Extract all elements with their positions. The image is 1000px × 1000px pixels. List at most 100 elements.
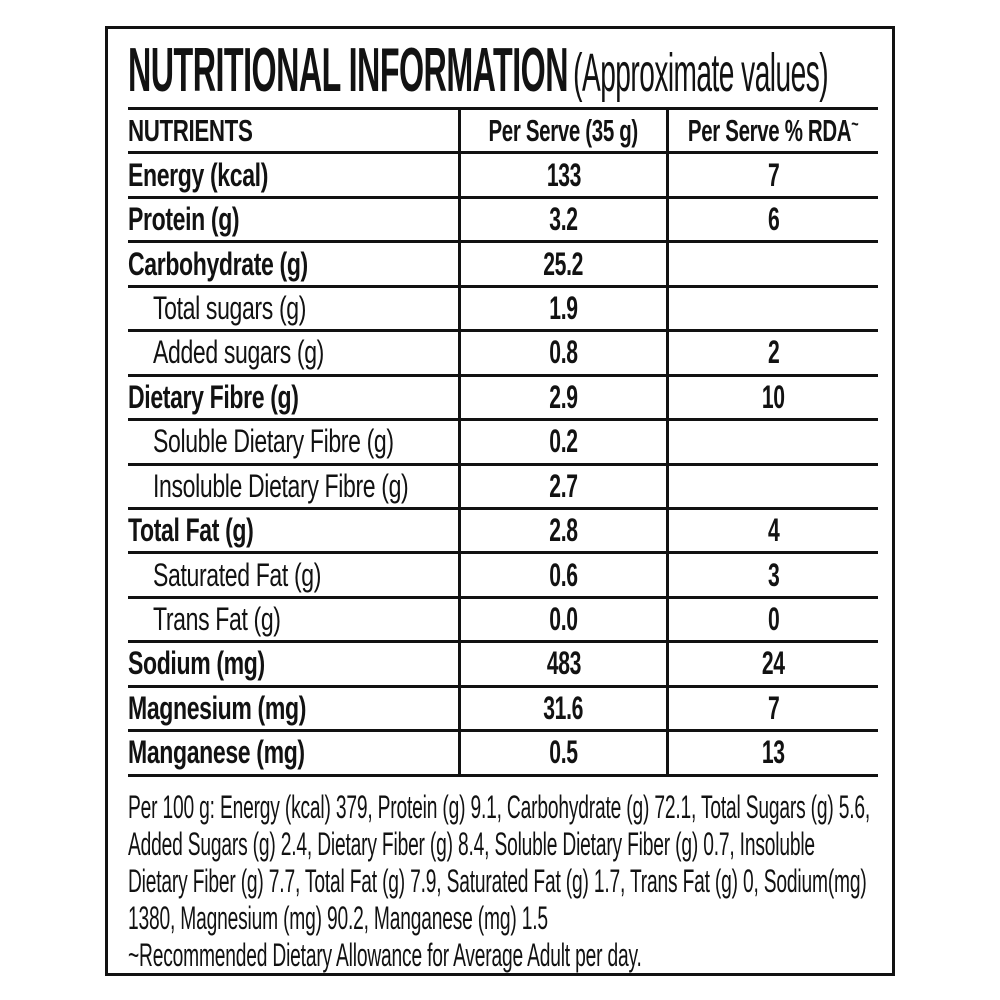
per-serve-value: 2.7 [458, 465, 666, 507]
per-serve-value: 0.6 [458, 554, 666, 596]
nutrition-table: NUTRIENTS Per Serve (35 g) Per Serve % R… [128, 107, 878, 777]
nutrient-name: Dietary Fibre (g) [128, 377, 458, 418]
per-serve-value-text: 483 [546, 645, 581, 682]
nutrient-label-text: Soluble Dietary Fibre (g) [153, 423, 394, 460]
rda-value-text: 4 [767, 512, 780, 549]
table-row-added-sugars: Added sugars (g) 0.8 2 [128, 332, 878, 377]
header-rda-tilde: ~ [851, 114, 859, 136]
rda-value-text: 3 [767, 556, 780, 593]
nutrient-label-text: Saturated Fat (g) [153, 556, 322, 593]
panel-title: NUTRITIONAL INFORMATION(Approximate valu… [128, 39, 878, 104]
nutrient-label-text: Total Fat (g) [128, 512, 254, 549]
table-row-dietary-fibre: Dietary Fibre (g) 2.9 10 [128, 376, 878, 422]
per-serve-value: 3.2 [458, 198, 666, 241]
rda-value: 2 [666, 332, 878, 374]
header-rda: Per Serve % RDA~ [666, 110, 878, 152]
table-row-trans-fat: Trans Fat (g) 0.0 0 [128, 598, 878, 644]
nutrition-panel: NUTRITIONAL INFORMATION(Approximate valu… [105, 26, 895, 976]
per-serve-value-text: 31.6 [543, 689, 584, 726]
per-serve-value-text: 0.5 [549, 734, 578, 771]
nutrient-label-text: Protein (g) [128, 201, 240, 238]
table-row-energy: Energy (kcal) 133 7 [128, 154, 878, 199]
rda-value: 24 [666, 643, 878, 685]
rda-value-text: 2 [767, 334, 780, 371]
nutrient-label-text: Manganese (mg) [128, 734, 305, 771]
nutrient-name: Carbohydrate (g) [128, 243, 458, 284]
header-per-serve-text: Per Serve (35 g) [488, 112, 639, 148]
rda-value-text: 24 [762, 645, 785, 682]
nutrient-name: Manganese (mg) [128, 732, 458, 773]
nutrient-name: Added sugars (g) [128, 332, 458, 373]
header-rda-text: Per Serve % RDA~ [688, 112, 859, 149]
nutrient-label-text: Energy (kcal) [128, 156, 269, 193]
panel-title-line: NUTRITIONAL INFORMATION(Approximate valu… [128, 36, 829, 119]
title-sub: (Approximate values) [573, 43, 829, 103]
per-serve-value: 0.8 [458, 332, 666, 374]
per-100g-note: Per 100 g: Energy (kcal) 379, Protein (g… [128, 789, 871, 936]
rda-value-text: 7 [767, 689, 780, 726]
rda-value: 3 [666, 554, 878, 596]
nutrient-label-text: Sodium (mg) [128, 645, 265, 682]
per-serve-value-text: 0.6 [549, 556, 578, 593]
per-serve-value: 0.0 [458, 598, 666, 641]
nutrient-name: Total Fat (g) [128, 510, 458, 551]
rda-value [666, 287, 878, 330]
title-main: NUTRITIONAL INFORMATION [128, 36, 568, 105]
table-header-row: NUTRIENTS Per Serve (35 g) Per Serve % R… [128, 110, 878, 155]
per-serve-value-text: 2.8 [549, 512, 578, 549]
rda-value: 7 [666, 687, 878, 730]
per-serve-value-text: 0.2 [549, 423, 578, 460]
per-serve-value-text: 2.7 [549, 467, 578, 504]
nutrient-name: Sodium (mg) [128, 643, 458, 684]
nutrient-label-text: Trans Fat (g) [153, 601, 281, 638]
rda-value-text: 13 [762, 734, 785, 771]
per-serve-value-text: 1.9 [549, 289, 578, 326]
table-row-total-fat: Total Fat (g) 2.8 4 [128, 509, 878, 555]
nutrient-name: Energy (kcal) [128, 154, 458, 195]
nutrient-name: Insoluble Dietary Fibre (g) [128, 466, 458, 507]
per-serve-value: 2.9 [458, 376, 666, 419]
rda-value [666, 243, 878, 285]
table-row-sodium: Sodium (mg) 483 24 [128, 643, 878, 688]
header-nutrients: NUTRIENTS [128, 110, 458, 151]
nutrient-label-text: Carbohydrate (g) [128, 245, 308, 282]
table-row-total-sugars: Total sugars (g) 1.9 [128, 287, 878, 333]
rda-value-text: 6 [767, 201, 780, 238]
per-serve-value: 0.2 [458, 421, 666, 463]
nutrient-label-text: Added sugars (g) [153, 334, 324, 371]
table-row-magnesium: Magnesium (mg) 31.6 7 [128, 687, 878, 733]
rda-value: 6 [666, 198, 878, 241]
nutrient-label-text: Total sugars (g) [153, 289, 307, 326]
per-serve-value-text: 3.2 [549, 201, 578, 238]
header-nutrients-text: NUTRIENTS [128, 112, 253, 148]
table-row-soluble-fibre: Soluble Dietary Fibre (g) 0.2 [128, 421, 878, 466]
nutrient-name: Magnesium (mg) [128, 688, 458, 729]
per-serve-value: 2.8 [458, 509, 666, 552]
per-serve-value-text: 133 [546, 156, 581, 193]
per-serve-value-text: 0.0 [549, 601, 578, 638]
rda-value-text: 10 [762, 378, 785, 415]
rda-value: 13 [666, 732, 878, 774]
nutrient-label-text: Magnesium (mg) [128, 689, 307, 726]
nutrient-label-text: Dietary Fibre (g) [128, 378, 299, 415]
table-row-carbohydrate: Carbohydrate (g) 25.2 [128, 243, 878, 288]
nutrient-label-text: Insoluble Dietary Fibre (g) [153, 467, 409, 504]
per-serve-value: 25.2 [458, 243, 666, 285]
per-serve-value: 0.5 [458, 732, 666, 774]
per-serve-value: 483 [458, 643, 666, 685]
rda-value-text: 0 [767, 601, 780, 638]
table-row-insoluble-fibre: Insoluble Dietary Fibre (g) 2.7 [128, 465, 878, 510]
rda-definition-note: ~Recommended Dietary Allowance for Avera… [128, 937, 642, 973]
header-per-serve: Per Serve (35 g) [458, 110, 666, 152]
per-serve-value-text: 0.8 [549, 334, 578, 371]
rda-value-text: 7 [767, 156, 780, 193]
rda-value [666, 465, 878, 507]
footer-notes: Per 100 g: Energy (kcal) 379, Protein (g… [128, 789, 878, 974]
per-serve-value-text: 25.2 [543, 245, 584, 282]
nutrient-name: Total sugars (g) [128, 288, 458, 329]
per-serve-value: 133 [458, 154, 666, 196]
nutrient-name: Protein (g) [128, 199, 458, 240]
table-row-manganese: Manganese (mg) 0.5 13 [128, 732, 878, 777]
header-rda-label: Per Serve % RDA [688, 112, 852, 148]
